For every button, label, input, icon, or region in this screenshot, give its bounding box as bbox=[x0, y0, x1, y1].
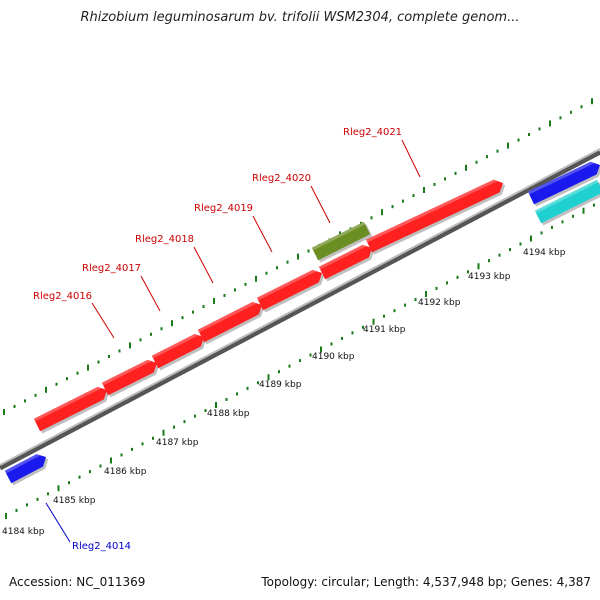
lower-tick-track bbox=[5, 203, 595, 519]
gene-label[interactable]: Rleg2_4017 bbox=[82, 263, 141, 274]
gene-arrow[interactable] bbox=[197, 298, 268, 345]
gene-label-leader bbox=[45, 502, 71, 543]
gene-arrow[interactable] bbox=[534, 179, 600, 226]
gene-arrow[interactable] bbox=[101, 356, 162, 398]
gene-arrow[interactable] bbox=[256, 266, 327, 313]
upper-tick-track bbox=[3, 98, 593, 415]
gene-arrow[interactable] bbox=[311, 221, 373, 263]
gene-label-leader bbox=[91, 302, 115, 339]
scale-label: 4191 kbp bbox=[363, 325, 406, 335]
gene-feature-group bbox=[4, 158, 600, 486]
gene-arrow[interactable] bbox=[4, 450, 52, 486]
gene-label[interactable]: Rleg2_4021 bbox=[343, 127, 402, 138]
gene-arrow[interactable] bbox=[151, 330, 210, 371]
gene-label-leader bbox=[140, 275, 161, 312]
scale-label-group: 4184 kbp 4185 kbp 4186 kbp 4187 kbp 4188 kbp… bbox=[2, 248, 566, 537]
dna-backbone-shadow bbox=[0, 149, 600, 471]
genome-summary-text: Topology: circular; Length: 4,537,948 bp… bbox=[261, 575, 591, 589]
scale-label: 4194 kbp bbox=[523, 248, 566, 258]
scale-label: 4192 kbp bbox=[418, 298, 461, 308]
gene-arrow[interactable] bbox=[527, 158, 600, 207]
gene-arrow[interactable] bbox=[33, 383, 112, 434]
scale-label: 4186 kbp bbox=[104, 467, 147, 477]
gene-label[interactable]: Rleg2_4020 bbox=[252, 173, 311, 184]
gene-label-group: Rleg2_4016 Rleg2_4017 Rleg2_4018 Rleg2_4019… bbox=[33, 127, 421, 552]
scale-label: 4184 kbp bbox=[2, 527, 45, 537]
dna-backbone bbox=[0, 148, 600, 466]
scale-label: 4185 kbp bbox=[53, 496, 96, 506]
scale-label: 4188 kbp bbox=[207, 409, 250, 419]
gene-label[interactable]: Rleg2_4018 bbox=[135, 234, 194, 245]
gene-label[interactable]: Rleg2_4019 bbox=[194, 203, 253, 214]
gene-label-leader bbox=[193, 246, 214, 284]
scale-label: 4187 kbp bbox=[156, 438, 199, 448]
gene-label-leader bbox=[401, 139, 421, 178]
gene-label[interactable]: Rleg2_4014 bbox=[72, 541, 131, 552]
map-title: Rhizobium leguminosarum bv. trifolii WSM… bbox=[80, 10, 520, 25]
gene-label-leader bbox=[252, 215, 273, 253]
gene-label-leader bbox=[310, 185, 331, 224]
scale-label: 4190 kbp bbox=[312, 352, 355, 362]
scale-label: 4193 kbp bbox=[468, 272, 511, 282]
gene-label[interactable]: Rleg2_4016 bbox=[33, 291, 92, 302]
scale-label: 4189 kbp bbox=[259, 380, 302, 390]
gene-arrow[interactable] bbox=[318, 241, 377, 282]
gene-arrow[interactable] bbox=[366, 176, 508, 255]
accession-text: Accession: NC_011369 bbox=[9, 575, 146, 589]
